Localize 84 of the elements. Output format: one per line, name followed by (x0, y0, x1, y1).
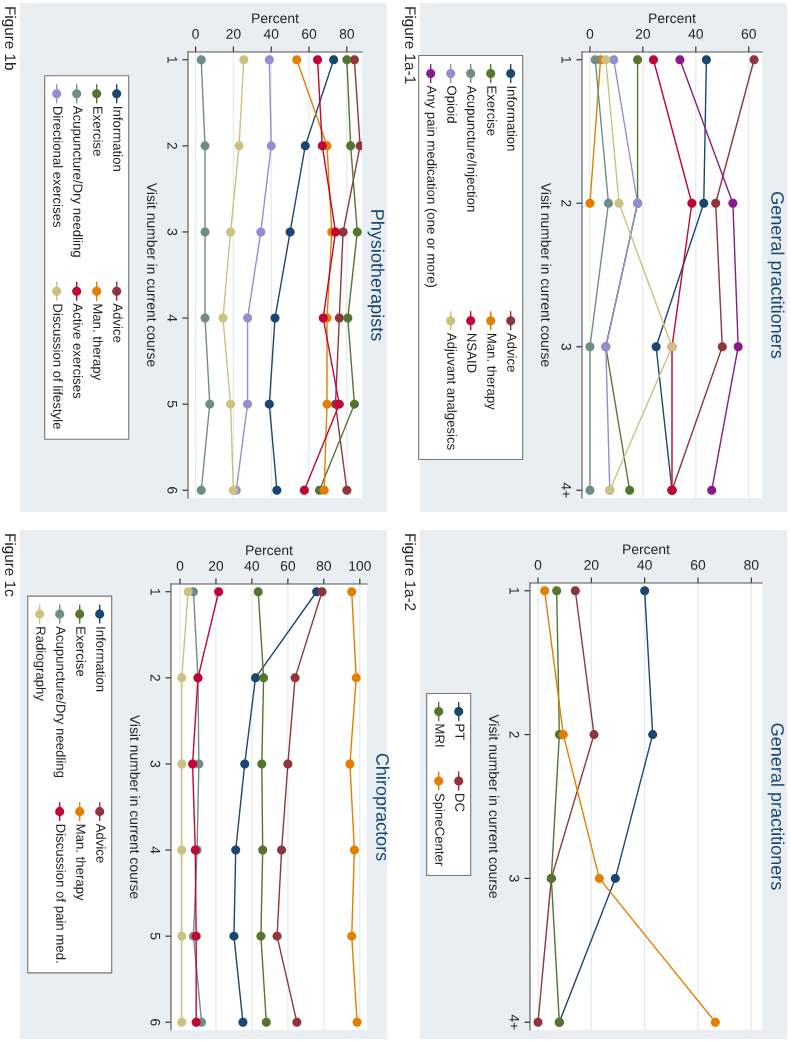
y-tick-label: 6 (150, 1019, 161, 1026)
y-tick-label: 3 (167, 228, 178, 236)
x-axis-title: Percent (623, 544, 670, 555)
x-tick-label: 60 (741, 29, 756, 39)
legend-label: Information (96, 627, 106, 692)
legend-label: Exercise (487, 86, 497, 136)
y-axis-title: Visit number in current course (489, 714, 500, 899)
caption: Figure 1c (1, 534, 17, 597)
x-tick-label: 80 (339, 29, 355, 39)
y-tick-label: 2 (167, 142, 178, 150)
legend-label: Any pain medication (one or more) (424, 85, 437, 288)
legend-label: Exercise (76, 627, 86, 677)
legend-label: MRI (435, 724, 445, 747)
x-tick-label: 60 (690, 560, 706, 570)
legend-label: DC (455, 794, 465, 812)
legend-label: Directional exercises (53, 106, 63, 228)
y-tick-label: 4+ (561, 482, 572, 498)
y-tick-label: 3 (561, 343, 572, 350)
x-tick-label: 0 (176, 561, 184, 571)
legend-label: Discussion of lifestyle (50, 304, 63, 429)
legend-label: Exercise (93, 106, 103, 156)
x-tick-label: 60 (280, 561, 296, 571)
legend-label: Advice (507, 332, 517, 372)
x-axis-title: Percent (246, 545, 293, 556)
legend-label: Man. therapy (484, 333, 497, 410)
legend-label: NSAID (467, 333, 477, 373)
legend-label: Information (113, 107, 123, 171)
text: General practitioners (767, 192, 785, 359)
x-tick-label: 0 (534, 560, 542, 570)
x-tick-label: 40 (263, 29, 279, 39)
y-axis-title: Visit number in current course (541, 182, 552, 367)
y-tick-label: 4+ (509, 1014, 520, 1030)
legend-label: Discussion of pain med. (53, 824, 66, 963)
legend-label: Acupuncture/Dry needling (53, 626, 66, 778)
x-tick-label: 20 (635, 29, 651, 39)
x-tick-label: 0 (586, 29, 594, 39)
legend-label: Information (507, 86, 517, 151)
legend-label: Radiography (33, 627, 46, 701)
y-tick-label: 5 (150, 932, 161, 940)
legend-label: Man. therapy (73, 824, 86, 901)
x-tick-label: 40 (688, 29, 704, 39)
legend-label: SpineCenter (432, 793, 445, 867)
x-tick-label: 40 (637, 560, 652, 570)
y-tick-label: 1 (561, 56, 572, 63)
x-tick-label: 60 (302, 29, 317, 39)
legend-label: Active exercises (73, 303, 83, 399)
x-tick-label: 0 (192, 29, 199, 39)
x-tick-label: 80 (744, 560, 759, 570)
y-tick-label: 5 (167, 400, 178, 408)
caption: Figure 1a-2 (401, 534, 417, 611)
y-tick-label: 3 (509, 875, 520, 882)
x-axis-title: Percent (649, 13, 696, 24)
text: Chiropractors (372, 753, 390, 861)
x-tick-label: 40 (244, 561, 260, 571)
legend-label: PT (455, 724, 465, 740)
x-axis-title: Percent (252, 13, 299, 24)
legend-label: Acupuncture/Injection (464, 85, 477, 212)
y-tick-label: 2 (509, 731, 520, 738)
y-tick-label: 1 (509, 587, 520, 594)
text: Physiotherapists (367, 210, 385, 341)
legend-label: Man. therapy (90, 304, 103, 381)
x-tick-label: 20 (584, 560, 599, 570)
text: General practitioners (767, 723, 785, 890)
legend-label: Opioid (444, 86, 457, 123)
y-axis-title: Visit number in current course (130, 714, 141, 899)
legend-label: Advice (113, 303, 123, 343)
y-axis-title: Visit number in current course (147, 182, 158, 367)
y-tick-label: 1 (150, 588, 161, 595)
legend-label: Adjuvant analgesics (444, 332, 457, 450)
caption: Figure 1a-1 (401, 7, 417, 84)
legend-label: Acupuncture/Dry needling (70, 105, 83, 257)
x-tick-label: 80 (316, 561, 332, 571)
caption: Figure 1b (1, 7, 17, 70)
y-tick-label: 4 (167, 314, 178, 322)
y-tick-label: 6 (167, 487, 178, 494)
x-tick-label: 20 (226, 29, 241, 39)
y-tick-label: 2 (561, 200, 572, 207)
x-tick-label: 20 (208, 561, 224, 571)
x-tick-label: 100 (349, 561, 371, 571)
y-tick-label: 4 (150, 846, 161, 854)
y-tick-label: 2 (150, 674, 161, 682)
y-tick-label: 1 (167, 56, 178, 63)
legend-label: Advice (96, 823, 106, 863)
y-tick-label: 3 (150, 760, 161, 768)
